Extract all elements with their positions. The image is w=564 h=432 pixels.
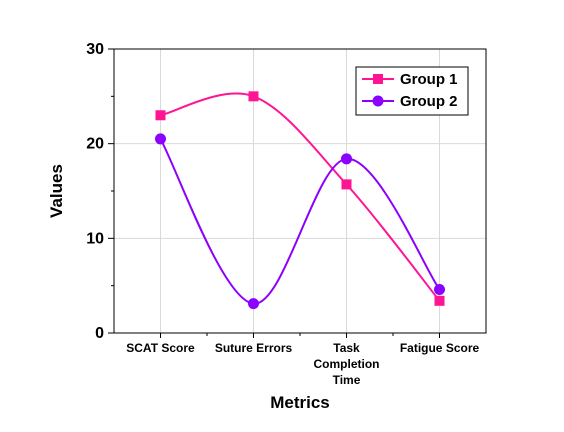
x-tick-label-line: Time xyxy=(333,373,361,387)
legend: Group 1 Group 2 xyxy=(355,66,469,116)
legend-item: Group 1 xyxy=(362,71,458,88)
x-tick-label: SCAT Score xyxy=(126,341,195,355)
x-tick-label-line: Fatigue Score xyxy=(400,341,480,355)
legend-marker xyxy=(373,74,383,84)
legend-item: Group 2 xyxy=(362,93,458,110)
data-point xyxy=(248,298,259,310)
legend-label: Group 1 xyxy=(400,71,458,88)
y-tick-label: 20 xyxy=(86,136,104,153)
x-tick-label: Suture Errors xyxy=(215,341,293,355)
y-axis: 0 10 20 30 xyxy=(86,41,114,342)
x-tick-label: Task Completion Time xyxy=(314,341,380,387)
data-point xyxy=(341,179,352,190)
series-line xyxy=(160,92,441,302)
data-point xyxy=(341,153,352,165)
x-axis: SCAT Score Suture Errors Task Completion Tim… xyxy=(126,333,480,387)
y-tick-label: 10 xyxy=(86,230,104,247)
x-axis-title: Metrics xyxy=(270,393,330,412)
x-tick-label: Fatigue Score xyxy=(400,341,480,355)
x-tick-label-line: Suture Errors xyxy=(215,341,293,355)
y-axis-title: Values xyxy=(47,164,66,218)
series-2 xyxy=(155,133,445,310)
data-point xyxy=(434,283,445,295)
series-1 xyxy=(155,91,445,306)
x-tick-label-line: Task xyxy=(333,341,360,355)
data-point xyxy=(155,133,166,145)
series-line xyxy=(159,138,441,305)
data-point xyxy=(155,110,166,121)
y-tick-label: 0 xyxy=(95,325,104,342)
data-point xyxy=(248,91,259,102)
x-tick-label-line: Completion xyxy=(314,357,380,371)
legend-marker xyxy=(372,95,384,107)
y-tick-label: 30 xyxy=(86,41,104,58)
data-point xyxy=(434,295,445,306)
series-group xyxy=(155,91,445,310)
x-tick-label-line: SCAT Score xyxy=(126,341,195,355)
legend-label: Group 2 xyxy=(400,93,458,110)
